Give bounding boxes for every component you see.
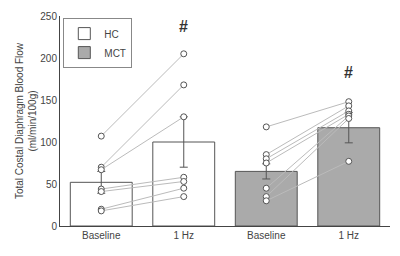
svg-text:150: 150 bbox=[40, 95, 57, 106]
svg-text:1 Hz: 1 Hz bbox=[173, 230, 194, 241]
svg-text:200: 200 bbox=[40, 53, 57, 64]
svg-text:0: 0 bbox=[51, 221, 57, 232]
svg-text:Baseline: Baseline bbox=[82, 230, 121, 241]
svg-text:#: # bbox=[344, 64, 353, 81]
svg-text:Baseline: Baseline bbox=[247, 230, 286, 241]
svg-text:50: 50 bbox=[46, 179, 58, 190]
svg-text:Total Costal Diaphragm Blood F: Total Costal Diaphragm Blood Flow(ml/min… bbox=[14, 42, 38, 199]
svg-text:100: 100 bbox=[40, 137, 57, 148]
svg-text:#: # bbox=[179, 18, 188, 35]
svg-text:1 Hz: 1 Hz bbox=[338, 230, 359, 241]
svg-text:MCT: MCT bbox=[104, 48, 126, 59]
svg-text:HC: HC bbox=[104, 29, 118, 40]
svg-text:250: 250 bbox=[40, 11, 57, 22]
